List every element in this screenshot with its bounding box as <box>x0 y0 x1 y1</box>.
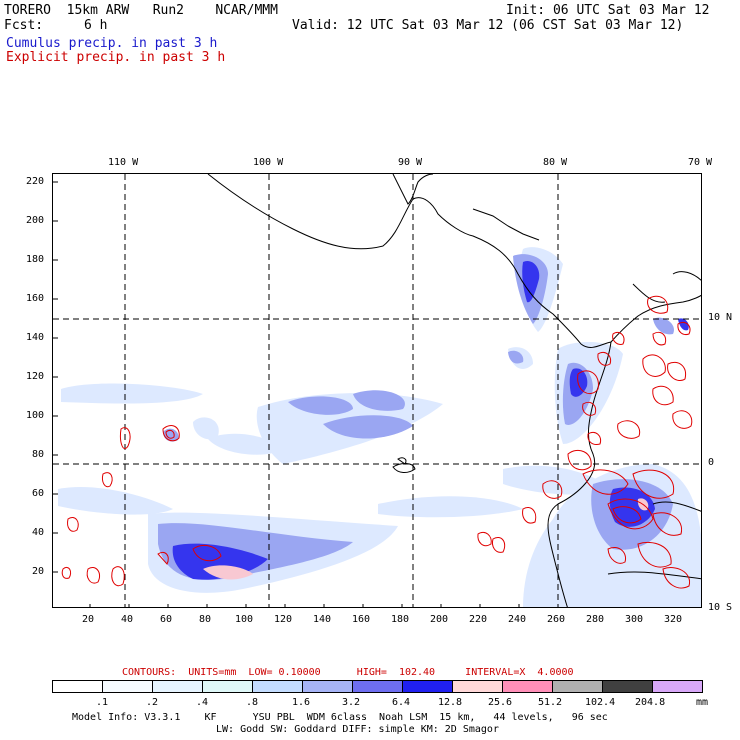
x-tick-260: 260 <box>547 614 566 625</box>
legend-value: .1 <box>96 697 109 708</box>
axis-ticks <box>53 181 676 607</box>
precipitation-map <box>52 173 702 608</box>
y-tick-100: 100 <box>26 410 45 421</box>
y-tick-140: 140 <box>26 332 45 343</box>
lon-label-100w: 100 W <box>253 157 284 168</box>
legend-swatch <box>653 681 702 692</box>
legend-value: 51.2 <box>538 697 563 708</box>
map-canvas <box>53 174 701 607</box>
y-tick-40: 40 <box>32 527 45 538</box>
lon-label-80w: 80 W <box>543 157 568 168</box>
legend-swatch <box>453 681 503 692</box>
y-tick-80: 80 <box>32 449 45 460</box>
legend-swatch <box>253 681 303 692</box>
x-tick-240: 240 <box>508 614 527 625</box>
legend-swatch <box>553 681 603 692</box>
x-tick-320: 320 <box>664 614 683 625</box>
legend-swatch <box>303 681 353 692</box>
legend-value: .2 <box>146 697 159 708</box>
x-tick-20: 20 <box>82 614 95 625</box>
forecast-hour: 6 h <box>84 18 108 33</box>
y-tick-200: 200 <box>26 215 45 226</box>
y-tick-60: 60 <box>32 488 45 499</box>
lon-label-90w: 90 W <box>398 157 423 168</box>
legend-value: .4 <box>196 697 209 708</box>
run-title: TORERO 15km ARW Run2 NCAR/MMM <box>4 3 278 18</box>
legend-value: 12.8 <box>438 697 463 708</box>
legend-swatch <box>403 681 453 692</box>
x-tick-140: 140 <box>313 614 332 625</box>
legend-value: 1.6 <box>292 697 311 708</box>
color-legend-bar <box>52 680 703 693</box>
valid-time: Valid: 12 UTC Sat 03 Mar 12 (06 CST Sat … <box>292 18 684 33</box>
y-tick-220: 220 <box>26 176 45 187</box>
legend-value: 25.6 <box>488 697 513 708</box>
explicit-precip-contours <box>61 295 693 589</box>
legend-swatch <box>503 681 553 692</box>
coastlines <box>207 174 701 607</box>
x-tick-200: 200 <box>430 614 449 625</box>
x-tick-80: 80 <box>199 614 212 625</box>
legend-value: 6.4 <box>392 697 411 708</box>
y-tick-180: 180 <box>26 254 45 265</box>
legend-value: 102.4 <box>585 697 616 708</box>
lon-label-70w: 70 W <box>688 157 713 168</box>
init-time: Init: 06 UTC Sat 03 Mar 12 <box>506 3 710 18</box>
x-tick-180: 180 <box>391 614 410 625</box>
legend-unit: mm <box>696 697 709 708</box>
field-label-explicit: Explicit precip. in past 3 h <box>6 50 226 65</box>
x-tick-280: 280 <box>586 614 605 625</box>
legend-swatch <box>103 681 153 692</box>
model-info: Model Info: V3.3.1 KF YSU PBL WDM 6class… <box>72 712 608 723</box>
forecast-label: Fcst: <box>4 18 44 33</box>
lat-label-10s: 10 S <box>708 602 733 613</box>
field-label-cumulus: Cumulus precip. in past 3 h <box>6 36 218 51</box>
x-tick-220: 220 <box>469 614 488 625</box>
legend-value: 3.2 <box>342 697 361 708</box>
x-tick-60: 60 <box>160 614 173 625</box>
lat-label-10n: 10 N <box>708 312 733 323</box>
legend-swatch <box>203 681 253 692</box>
legend-swatch <box>603 681 653 692</box>
x-tick-40: 40 <box>121 614 134 625</box>
y-tick-160: 160 <box>26 293 45 304</box>
legend-value: .8 <box>246 697 259 708</box>
legend-swatch <box>353 681 403 692</box>
model-physics: LW: Godd SW: Goddard DIFF: simple KM: 2D… <box>216 724 499 735</box>
legend-swatch <box>153 681 203 692</box>
contour-info: CONTOURS: UNITS=mm LOW= 0.10000 HIGH= 10… <box>122 667 574 678</box>
y-tick-120: 120 <box>26 371 45 382</box>
y-tick-20: 20 <box>32 566 45 577</box>
legend-value: 204.8 <box>635 697 666 708</box>
lat-label-0: 0 <box>708 457 715 468</box>
x-tick-160: 160 <box>352 614 371 625</box>
x-tick-300: 300 <box>625 614 644 625</box>
x-tick-120: 120 <box>274 614 293 625</box>
lon-label-110w: 110 W <box>108 157 139 168</box>
legend-swatch <box>53 681 103 692</box>
latlon-grid <box>53 174 701 607</box>
x-tick-100: 100 <box>235 614 254 625</box>
